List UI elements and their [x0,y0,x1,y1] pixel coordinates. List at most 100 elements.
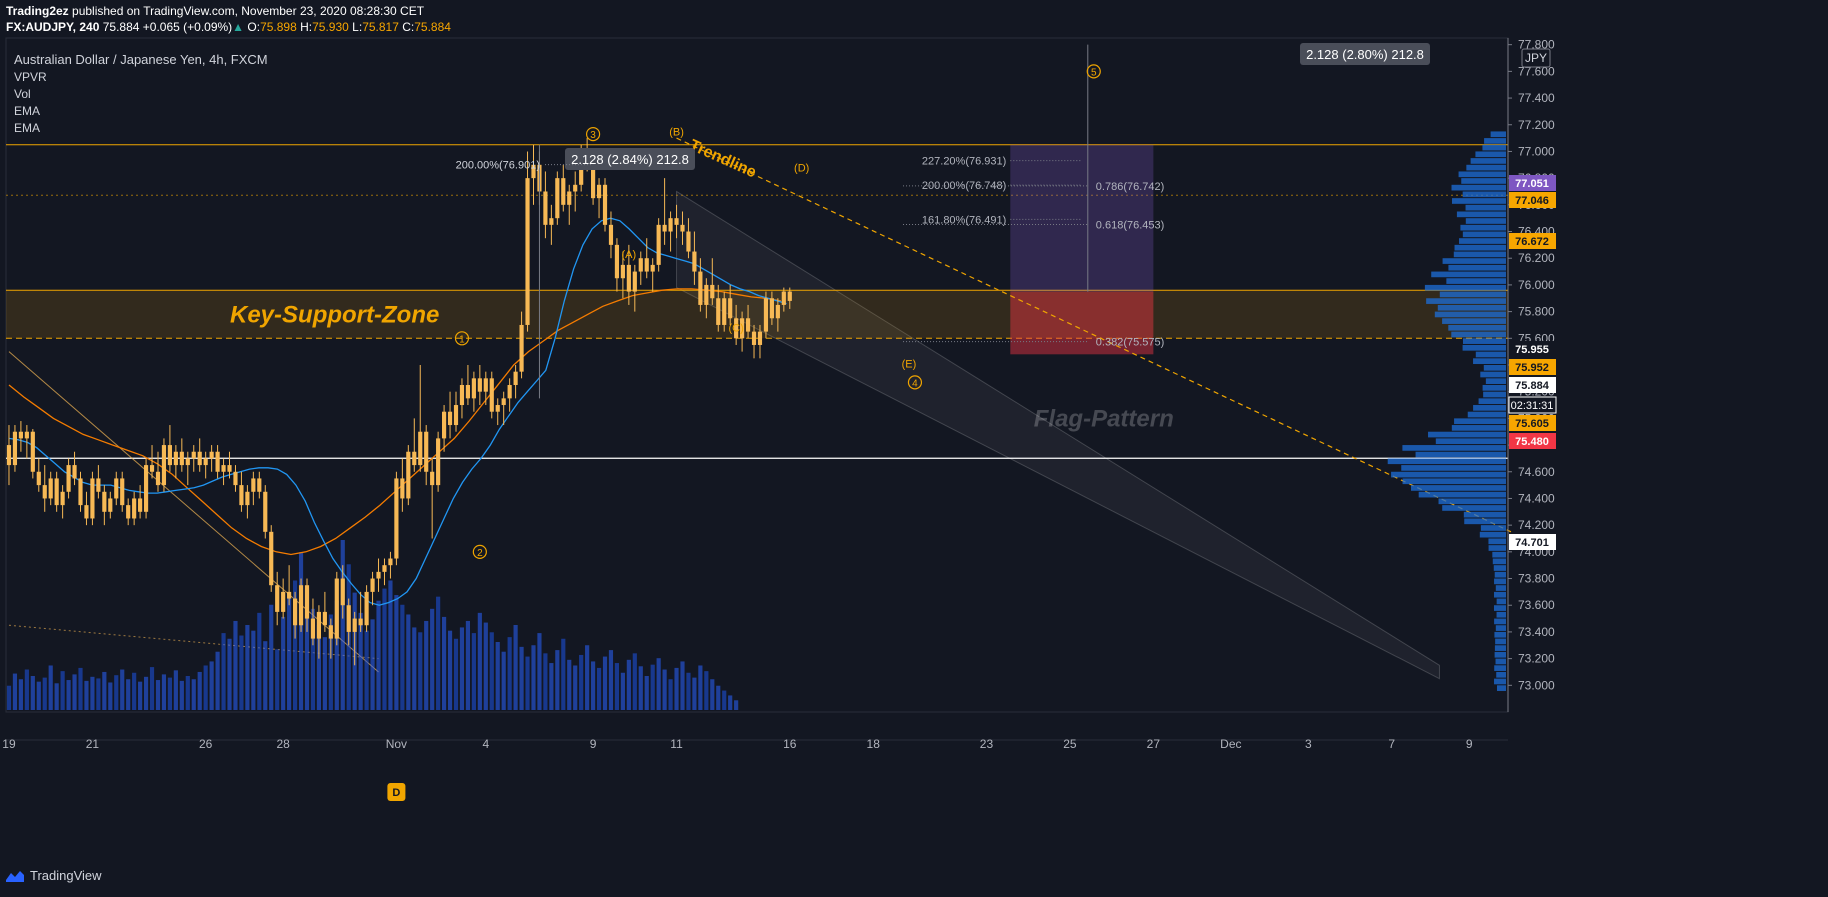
candle-body [465,385,471,399]
vpvr-bar [1484,138,1506,144]
high-value: 75.930 [312,20,349,34]
volume-bar [173,670,178,710]
vpvr-bar [1482,144,1506,151]
volume-bar [465,620,471,710]
vpvr-bar [1442,318,1506,324]
candle-body [436,438,441,486]
symbol-line: FX:AUDJPY, 240 [6,20,100,34]
candle-body [644,258,649,272]
open-value: 75.898 [260,20,297,34]
vpvr-bar [1475,151,1506,158]
candle-body [263,491,268,532]
vpvr-bar [1465,204,1506,211]
candle-body [108,498,113,512]
vpvr-bar [1482,385,1506,391]
price-tag-label: 75.480 [1515,436,1549,448]
volume-bar [66,680,71,710]
candle-body [54,478,59,506]
candle-body [662,224,667,232]
candle-body [48,478,53,499]
volume-bar [215,651,220,710]
candle-body [692,251,697,272]
low-label: L: [352,20,363,34]
vpvr-bar [1428,431,1506,438]
candle-body [18,431,23,439]
volume-bar [638,666,643,710]
currency-box [1521,48,1551,68]
candle-body [763,298,769,332]
volume-bar [78,667,83,710]
vpvr-bar [1418,491,1506,498]
volume-bar [36,681,41,710]
y-tick-label: 76.000 [1518,278,1555,292]
candle-body [191,451,196,459]
volume-bar [120,669,125,710]
candle-body [126,505,131,519]
candle-body [781,291,786,305]
vpvr-bar [1448,324,1506,331]
price-tag-label: 77.051 [1515,178,1549,190]
volume-bar [704,671,709,710]
x-tick-label: 26 [199,737,213,751]
candle-body [734,318,739,339]
vpvr-histogram [1387,131,1506,691]
volume-bar [364,630,369,710]
volume-bar [197,671,202,710]
vpvr-bar [1494,578,1506,585]
stop-box [1010,291,1154,355]
volume-bar [108,682,113,710]
volume-bar [304,588,310,710]
volume-bar [251,630,256,710]
vpvr-bar [1497,685,1506,691]
volume-bar [155,680,161,710]
volume-bar [614,663,620,710]
candle-body [608,224,614,245]
candle-body [567,191,572,205]
candle-body [376,571,381,579]
volume-bar [608,650,614,710]
candle-body [751,331,757,345]
candle-body [60,491,65,506]
y-tick-label: 74.200 [1518,518,1555,532]
y-tick-label: 73.200 [1518,652,1555,666]
price-tag-box [1509,175,1556,191]
volume-bar [567,659,572,710]
candle-body [173,451,178,466]
volume-bar [537,633,542,710]
vpvr-bar [1439,291,1506,298]
vpvr-bar [1490,131,1506,138]
candle-body [513,371,518,386]
price-tags: 77.051 77.046 76.672 75.955 75.952 75.884 75.6… [1508,175,1557,550]
candle-body [287,591,292,599]
d-marker-label: D [392,787,400,799]
fib-left: 200.00%(76.901) [456,160,540,172]
candle-body [24,431,29,439]
volume-bar [102,671,107,710]
x-tick-label: 3 [1305,737,1312,751]
vpvr-bar [1492,551,1506,558]
tradingview-brand[interactable]: TradingView [6,868,102,883]
currency-label: JPY [1525,51,1547,65]
vpvr-bar [1494,618,1506,625]
candle-body [441,411,447,439]
volume-bar [179,680,184,710]
volume-bar [167,677,172,710]
chart-frame [5,37,1509,713]
volume-bar [24,669,29,710]
volume-bar [287,596,292,710]
vpvr-bar [1415,451,1506,458]
volume-bar [382,588,387,710]
candle-body [424,431,429,472]
candle-body [430,471,435,486]
volume-bar [489,632,494,710]
x-tick-label: Nov [386,737,407,751]
vpvr-bar [1410,485,1506,491]
volume-bar [84,680,89,710]
volume-bar [185,676,190,710]
candle-body [90,478,95,519]
trendline [676,137,1512,533]
volume-bar [430,608,435,710]
vpvr-bar [1495,585,1506,591]
volume-bar [191,679,196,710]
